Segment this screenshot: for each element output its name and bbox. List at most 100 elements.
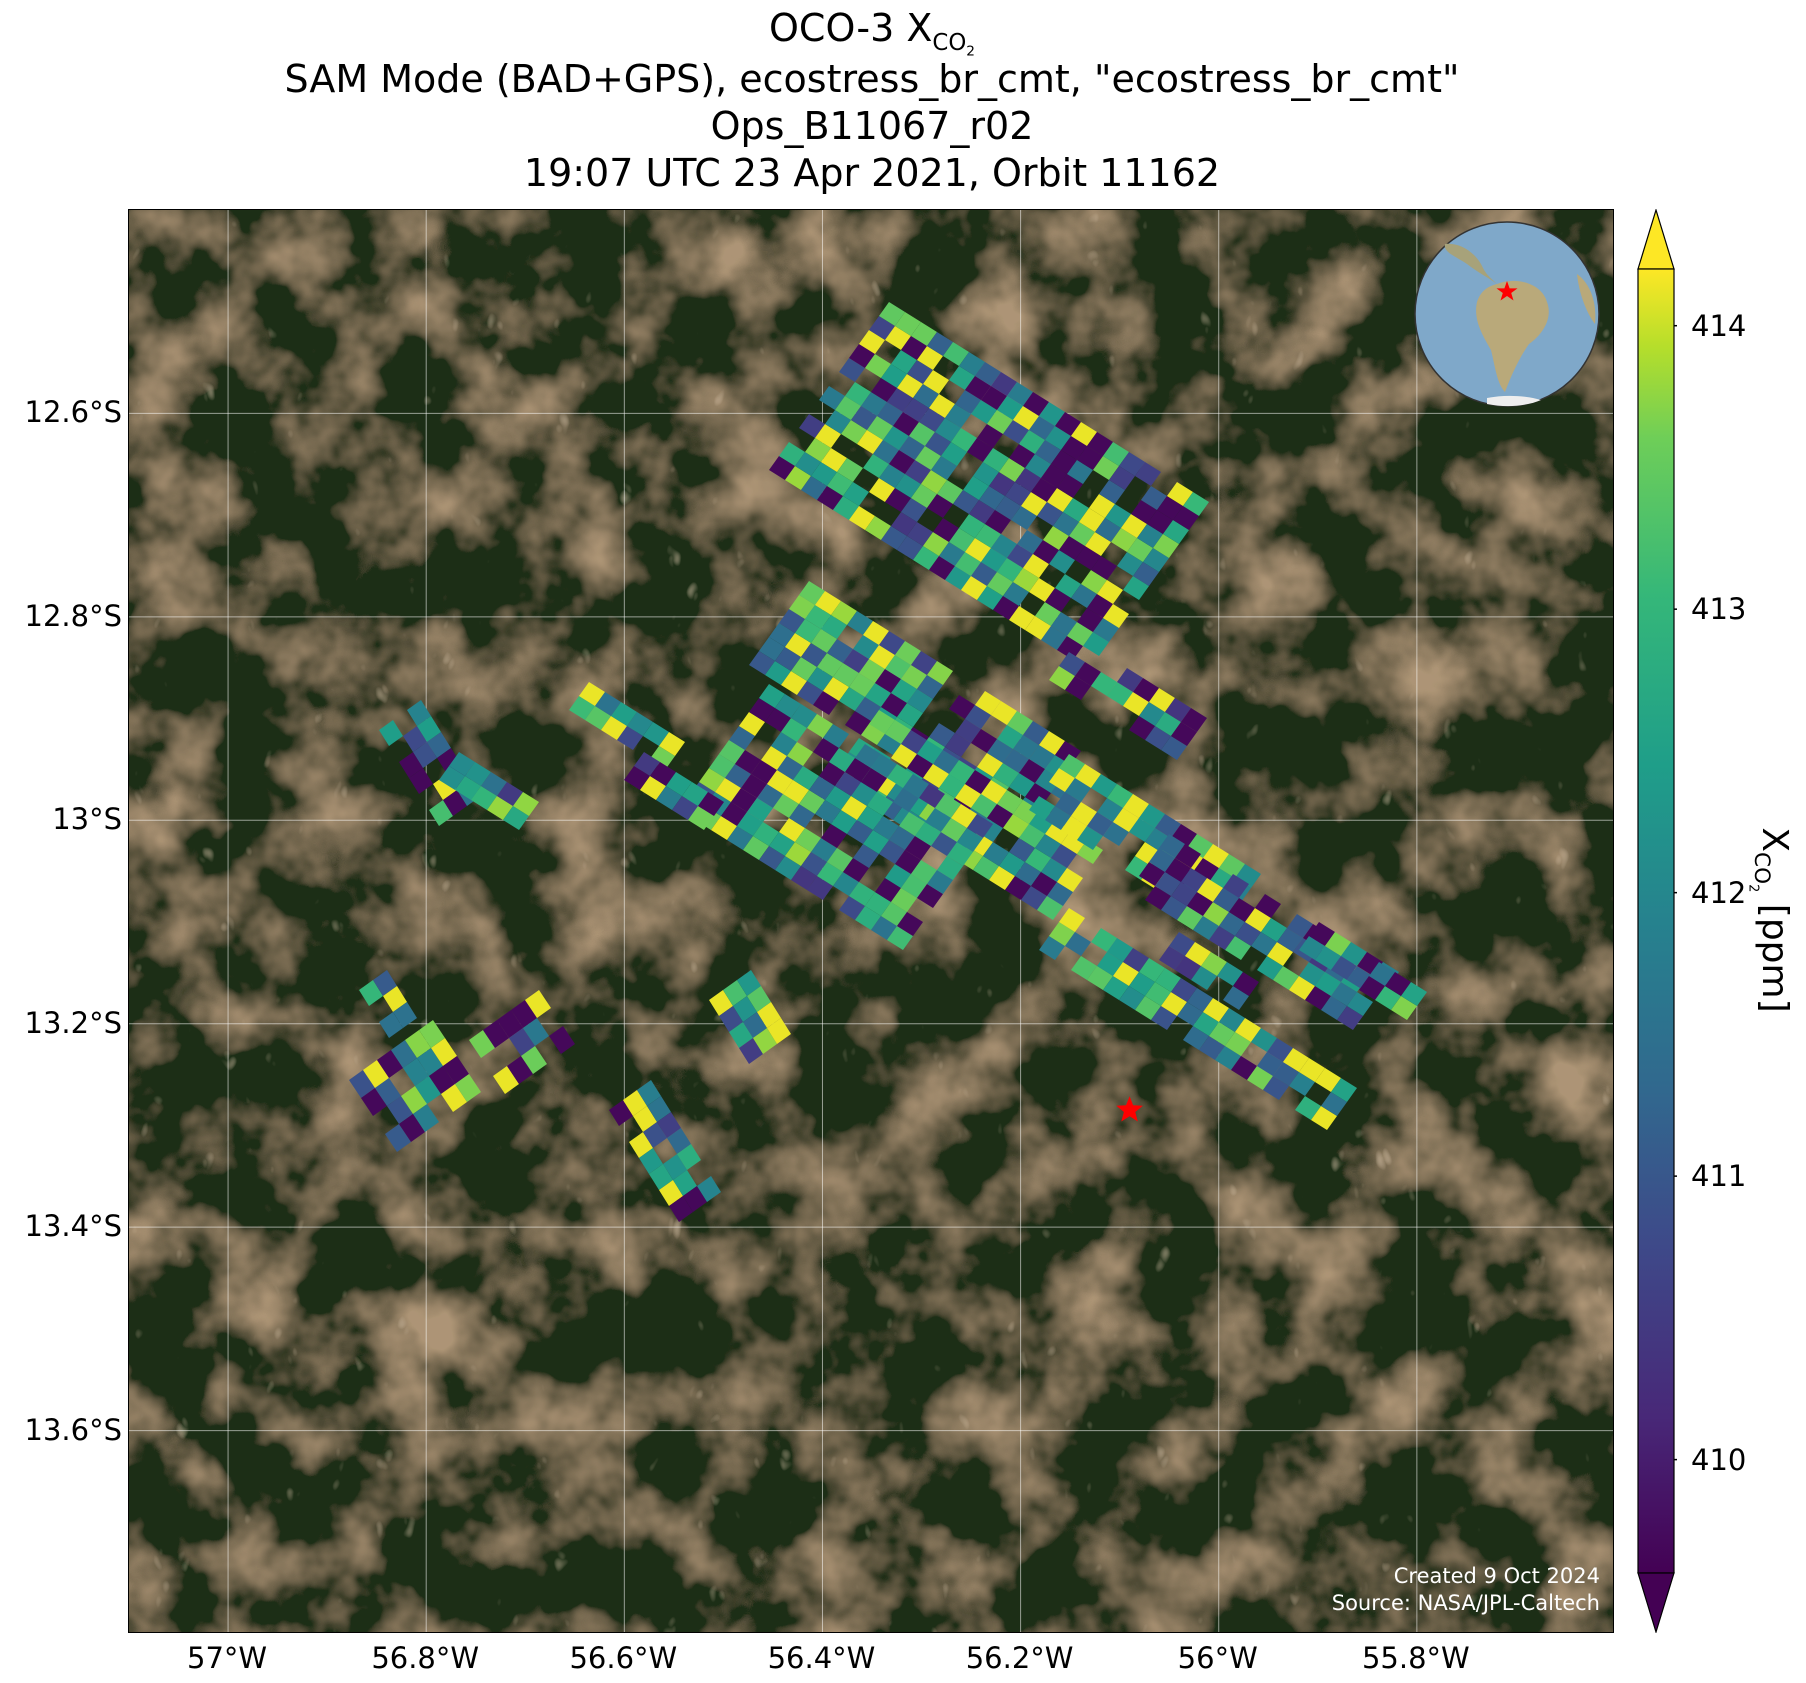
xco2-sounding xyxy=(439,766,465,790)
xco2-sounding xyxy=(875,669,901,693)
xco2-sounding xyxy=(807,667,833,691)
xco2-sounding xyxy=(865,892,891,916)
xco2-sounding xyxy=(677,1144,701,1170)
xco2-sounding xyxy=(698,792,724,816)
xco2-sounding xyxy=(919,784,945,808)
xco2-sounding xyxy=(379,720,403,746)
xco2-sounding xyxy=(1165,858,1191,882)
xco2-sounding xyxy=(891,679,917,703)
xco2-sounding xyxy=(1069,522,1095,546)
xco2-sounding xyxy=(1075,662,1101,686)
xco2-sounding xyxy=(759,846,785,870)
xco2-sounding xyxy=(385,1124,411,1152)
xco2-sounding xyxy=(839,896,865,920)
xco2-sounding xyxy=(905,460,931,484)
xco2-sounding xyxy=(759,684,785,708)
xco2-sounding xyxy=(881,526,907,550)
colorbar-upper-extend xyxy=(1637,209,1675,270)
xco2-sounding xyxy=(893,412,919,436)
xco2-sounding xyxy=(373,970,397,996)
xco2-sounding xyxy=(971,562,997,586)
xco2-sounding xyxy=(513,792,539,816)
xco2-sounding xyxy=(901,874,927,898)
xco2-sounding xyxy=(895,850,921,874)
longitude-label: 57°W xyxy=(187,1641,268,1675)
xco2-sounding xyxy=(795,619,821,643)
xco2-sounding xyxy=(1029,796,1055,820)
satellite-map[interactable]: Created 9 Oct 2024 Source: NASA/JPL-Calt… xyxy=(128,209,1614,1633)
xco2-sounding xyxy=(809,776,835,800)
xco2-sounding xyxy=(807,876,833,900)
xco2-sounding xyxy=(637,1080,661,1106)
xco2-sounding xyxy=(1185,942,1211,966)
xco2-sounding xyxy=(1071,584,1097,608)
xco2-sounding xyxy=(1041,464,1067,488)
xco2-sounding xyxy=(857,430,883,454)
xco2-sounding xyxy=(951,804,977,828)
xco2-sounding xyxy=(843,482,869,506)
xco2-sounding xyxy=(965,538,991,562)
xco2-sounding xyxy=(891,512,917,536)
xco2-sounding xyxy=(1075,546,1101,570)
xco2-sounding xyxy=(779,818,805,842)
xco2-sounding xyxy=(1059,908,1085,932)
xco2-sounding xyxy=(993,763,1019,787)
xco2-sounding xyxy=(503,806,529,830)
xco2-sounding xyxy=(753,822,779,846)
xco2-sounding xyxy=(1003,749,1029,773)
xco2-sounding xyxy=(729,726,755,750)
xco2-sounding xyxy=(1087,432,1113,456)
xco2-sounding xyxy=(1039,731,1065,755)
xco2-sounding xyxy=(823,677,849,701)
xco2-sounding xyxy=(969,500,995,524)
xco2-sounding xyxy=(1201,952,1227,976)
xco2-sounding xyxy=(1135,462,1161,486)
xco2-sounding xyxy=(783,780,809,804)
xco2-sounding xyxy=(757,1002,781,1028)
xco2-sounding xyxy=(911,322,937,346)
xco2-sounding xyxy=(945,733,971,757)
xco2-sounding xyxy=(1035,440,1061,464)
xco2-sounding xyxy=(821,615,847,639)
xco2-sounding xyxy=(871,916,897,940)
xco2-sounding xyxy=(643,722,669,746)
xco2-sounding xyxy=(1289,976,1315,1000)
xco2-sounding xyxy=(1267,942,1293,966)
xco2-sounding xyxy=(1005,482,1031,506)
xco2-sounding xyxy=(943,342,969,366)
xco2-sounding xyxy=(831,601,857,625)
xco2-sounding xyxy=(997,790,1023,814)
xco2-sounding xyxy=(863,454,889,478)
xco2-sounding xyxy=(805,438,831,462)
xco2-sounding xyxy=(481,772,507,796)
xco2-sounding xyxy=(1077,826,1103,850)
xco2-sounding xyxy=(955,390,981,414)
xco2-sounding xyxy=(743,836,769,860)
xco2-sounding xyxy=(815,424,841,448)
colorbar-tick-label: 414 xyxy=(1691,308,1747,343)
xco2-sounding xyxy=(901,730,927,754)
xco2-sounding xyxy=(825,786,851,810)
xco2-sounding xyxy=(873,440,899,464)
xco2-sounding xyxy=(1119,986,1145,1010)
xco2-sounding xyxy=(663,1154,687,1180)
xco2-sounding xyxy=(1183,1026,1209,1050)
xco2-sounding xyxy=(1167,482,1193,506)
xco2-sounding xyxy=(789,595,815,619)
xco2-sounding xyxy=(509,1028,535,1056)
xco2-sounding xyxy=(977,424,1003,448)
xco2-sounding xyxy=(857,806,883,830)
xco2-sounding xyxy=(1145,982,1171,1006)
xco2-sounding xyxy=(729,1022,753,1048)
xco2-sounding xyxy=(893,788,919,812)
xco2-sounding xyxy=(1047,488,1073,512)
xco2-sounding xyxy=(549,1026,575,1054)
xco2-sounding xyxy=(469,1030,495,1058)
xco2-sounding xyxy=(1025,848,1051,872)
longitude-label: 55.8°W xyxy=(1361,1641,1470,1675)
xco2-sounding xyxy=(791,657,817,681)
xco2-sounding xyxy=(847,820,873,844)
credit-source: Source: NASA/JPL-Caltech xyxy=(1332,1591,1600,1615)
xco2-sounding xyxy=(672,796,698,820)
xco2-sounding xyxy=(1081,570,1107,594)
